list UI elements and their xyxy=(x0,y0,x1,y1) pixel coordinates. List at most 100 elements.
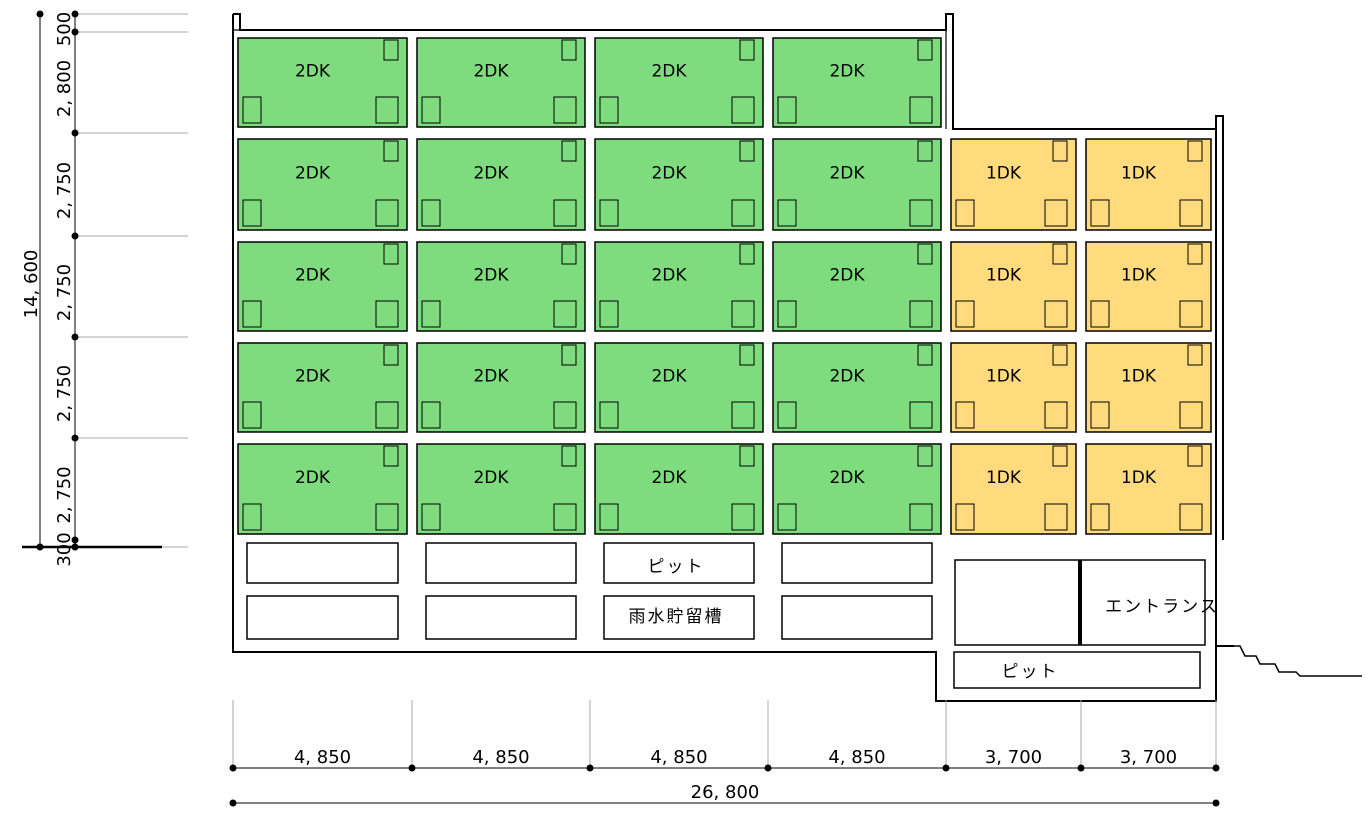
entrance-label: エントランス xyxy=(1105,597,1219,617)
unit-label: 2DK xyxy=(473,164,509,184)
unit-room xyxy=(594,342,764,433)
unit-1dk: 1DK xyxy=(950,138,1077,231)
interior-entry xyxy=(421,300,441,328)
unit-room xyxy=(416,443,586,535)
unit-label: 1DK xyxy=(986,266,1022,286)
interior-closet xyxy=(1187,445,1203,467)
unit-2dk: 2DK xyxy=(772,241,942,332)
interior-entry xyxy=(242,96,262,124)
unit-1dk: 1DK xyxy=(1085,241,1212,332)
unit-room xyxy=(594,241,764,332)
unit-1dk: 1DK xyxy=(1085,342,1212,433)
unit-room xyxy=(1085,342,1212,433)
unit-label: 2DK xyxy=(473,62,509,82)
vertical-dim-tick xyxy=(71,28,79,36)
interior-closet xyxy=(917,445,933,467)
unit-2dk: 2DK xyxy=(772,37,942,128)
horizontal-dim-tick xyxy=(764,764,772,772)
interior-entry xyxy=(955,300,975,328)
interior-entry xyxy=(599,199,619,227)
interior-entry xyxy=(777,503,797,531)
vertical-dim-segment: 300 xyxy=(54,532,75,566)
interior-closet xyxy=(917,243,933,265)
interior-closet xyxy=(739,243,755,265)
interior-bath xyxy=(909,300,933,328)
unit-1dk: 1DK xyxy=(950,443,1077,535)
vertical-dim-tick xyxy=(36,10,44,18)
interior-closet xyxy=(561,243,577,265)
interior-entry xyxy=(1090,300,1110,328)
interior-bath xyxy=(375,96,399,124)
unit-2dk: 2DK xyxy=(772,443,942,535)
unit-2dk: 2DK xyxy=(594,342,764,433)
rain-tank-room xyxy=(781,595,933,640)
unit-1dk: 1DK xyxy=(1085,443,1212,535)
unit-label: 2DK xyxy=(473,266,509,286)
unit-label: 2DK xyxy=(651,164,687,184)
interior-bath xyxy=(553,503,577,531)
unit-room xyxy=(237,138,408,231)
interior-closet xyxy=(383,39,399,61)
interior-bath xyxy=(731,96,755,124)
vertical-dim-segment: 2, 750 xyxy=(54,365,75,422)
unit-2dk: 2DK xyxy=(772,138,942,231)
vertical-dimensions: 14, 600 500 2, 800 2, 750 2, 750 2, 750 2, 75… xyxy=(21,10,162,567)
interior-bath xyxy=(731,401,755,429)
horizontal-dim-segment: 4, 850 xyxy=(828,747,885,768)
unit-2dk: 2DK xyxy=(237,37,408,128)
horizontal-dim-segment: 3, 700 xyxy=(1120,747,1177,768)
vertical-dim-tick xyxy=(71,333,79,341)
interior-closet xyxy=(1052,344,1068,366)
interior-closet xyxy=(383,445,399,467)
unit-room xyxy=(416,241,586,332)
horizontal-dim-segment: 4, 850 xyxy=(650,747,707,768)
interior-bath xyxy=(909,96,933,124)
interior-bath xyxy=(1044,300,1068,328)
unit-label: 1DK xyxy=(1121,266,1157,286)
interior-closet xyxy=(561,344,577,366)
unit-room xyxy=(772,37,942,128)
interior-entry xyxy=(777,199,797,227)
interior-bath xyxy=(375,401,399,429)
building-structure-outline xyxy=(232,13,1362,702)
ground-slope-line xyxy=(1223,645,1362,677)
unit-label: 2DK xyxy=(829,62,865,82)
horizontal-dim-tick xyxy=(586,764,594,772)
interior-closet xyxy=(1187,344,1203,366)
unit-room xyxy=(416,342,586,433)
interior-entry xyxy=(421,199,441,227)
unit-room xyxy=(416,138,586,231)
interior-entry xyxy=(599,96,619,124)
vertical-dim-tick xyxy=(71,434,79,442)
unit-room xyxy=(237,37,408,128)
unit-label: 2DK xyxy=(473,468,509,488)
interior-entry xyxy=(955,199,975,227)
unit-2dk: 2DK xyxy=(416,138,586,231)
interior-bath xyxy=(731,199,755,227)
pit-label: ピット xyxy=(648,557,705,577)
unit-grid: 2DK 2DK 2DK 2DK 2DK 2DK 2DK 2DK 1DK 1DK 2DK 2DK 2DK 2… xyxy=(237,37,1212,535)
interior-closet xyxy=(739,140,755,162)
unit-1dk: 1DK xyxy=(950,342,1077,433)
vertical-dim-segment: 2, 750 xyxy=(54,264,75,321)
horizontal-dim-tick xyxy=(408,764,416,772)
horizontal-dim-tick xyxy=(1212,799,1220,807)
unit-label: 2DK xyxy=(829,266,865,286)
interior-bath xyxy=(375,199,399,227)
unit-2dk: 2DK xyxy=(237,241,408,332)
interior-entry xyxy=(1090,401,1110,429)
unit-label: 2DK xyxy=(829,468,865,488)
unit-label: 2DK xyxy=(829,164,865,184)
vertical-dim-segment: 500 xyxy=(54,12,75,46)
unit-room xyxy=(237,443,408,535)
interior-bath xyxy=(1044,503,1068,531)
pit-room xyxy=(246,542,399,584)
interior-bath xyxy=(375,503,399,531)
interior-entry xyxy=(777,96,797,124)
interior-bath xyxy=(553,401,577,429)
unit-room xyxy=(594,443,764,535)
interior-closet xyxy=(917,39,933,61)
unit-room xyxy=(772,443,942,535)
interior-closet xyxy=(383,243,399,265)
